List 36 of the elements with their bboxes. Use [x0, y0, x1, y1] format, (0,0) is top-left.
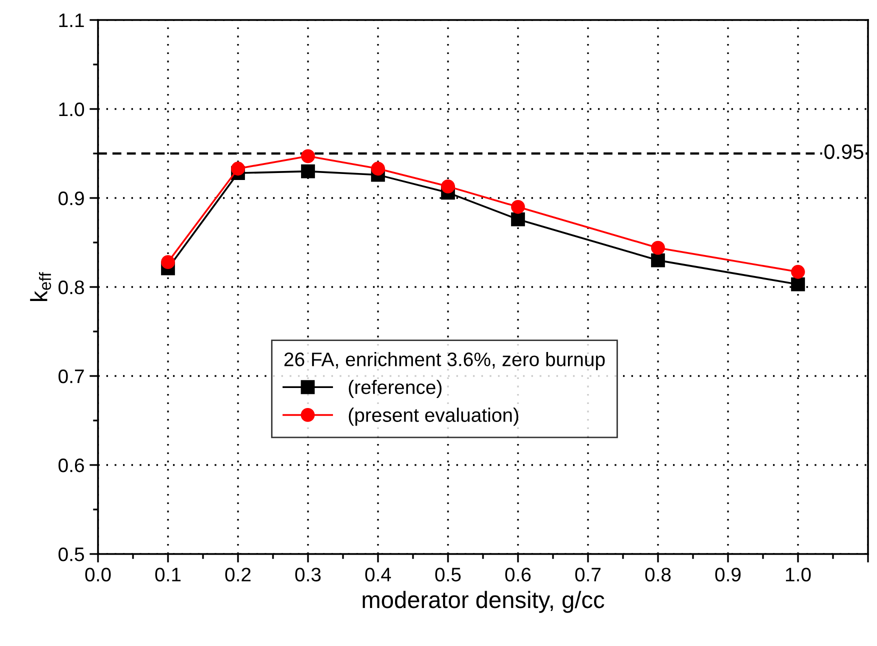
x-tick-label: 0.0	[85, 568, 111, 582]
x-tick-label: 0.1	[155, 568, 181, 582]
point	[371, 162, 385, 176]
y-tick-label: 0.9	[58, 191, 84, 206]
point	[791, 277, 805, 292]
x-tick-label: 0.2	[225, 568, 251, 582]
x-tick-label: 0.3	[295, 568, 321, 582]
x-tick-label: 0.5	[435, 568, 461, 582]
point	[511, 212, 525, 226]
y-tick-label: 0.8	[58, 280, 84, 294]
legend-label: (reference)	[348, 380, 442, 398]
point	[161, 255, 175, 270]
x-tick-label: 0.4	[365, 568, 391, 582]
point	[511, 200, 525, 214]
point	[441, 179, 455, 194]
x-tick-label: 0.8	[645, 568, 671, 582]
point	[301, 164, 315, 178]
y-tick-label: 0.6	[58, 458, 84, 472]
point	[651, 240, 665, 255]
y-tick-label: 1.0	[59, 102, 84, 116]
x-tick-label: 1.0	[786, 568, 811, 582]
y-tick-label: 0.7	[58, 369, 84, 384]
y-tick-label: 1.1	[59, 14, 84, 28]
x-tick-label: 0.9	[715, 568, 741, 582]
point	[231, 162, 245, 176]
legend-label: (present evaluation)	[348, 408, 518, 426]
ref-line-label: 0.95	[824, 144, 864, 160]
point	[791, 264, 805, 279]
y-axis-title: k$_{eff}$	[30, 272, 52, 301]
point	[651, 253, 665, 268]
x-tick-label: 0.6	[505, 568, 531, 582]
x-axis-title: moderator density, g/cc	[362, 590, 604, 613]
legend-title: 26 FA, enrichment 3.6%, zero burnup	[284, 352, 605, 370]
point	[301, 149, 315, 164]
y-tick-label: 0.5	[58, 547, 84, 562]
x-tick-label: 0.7	[575, 568, 601, 582]
